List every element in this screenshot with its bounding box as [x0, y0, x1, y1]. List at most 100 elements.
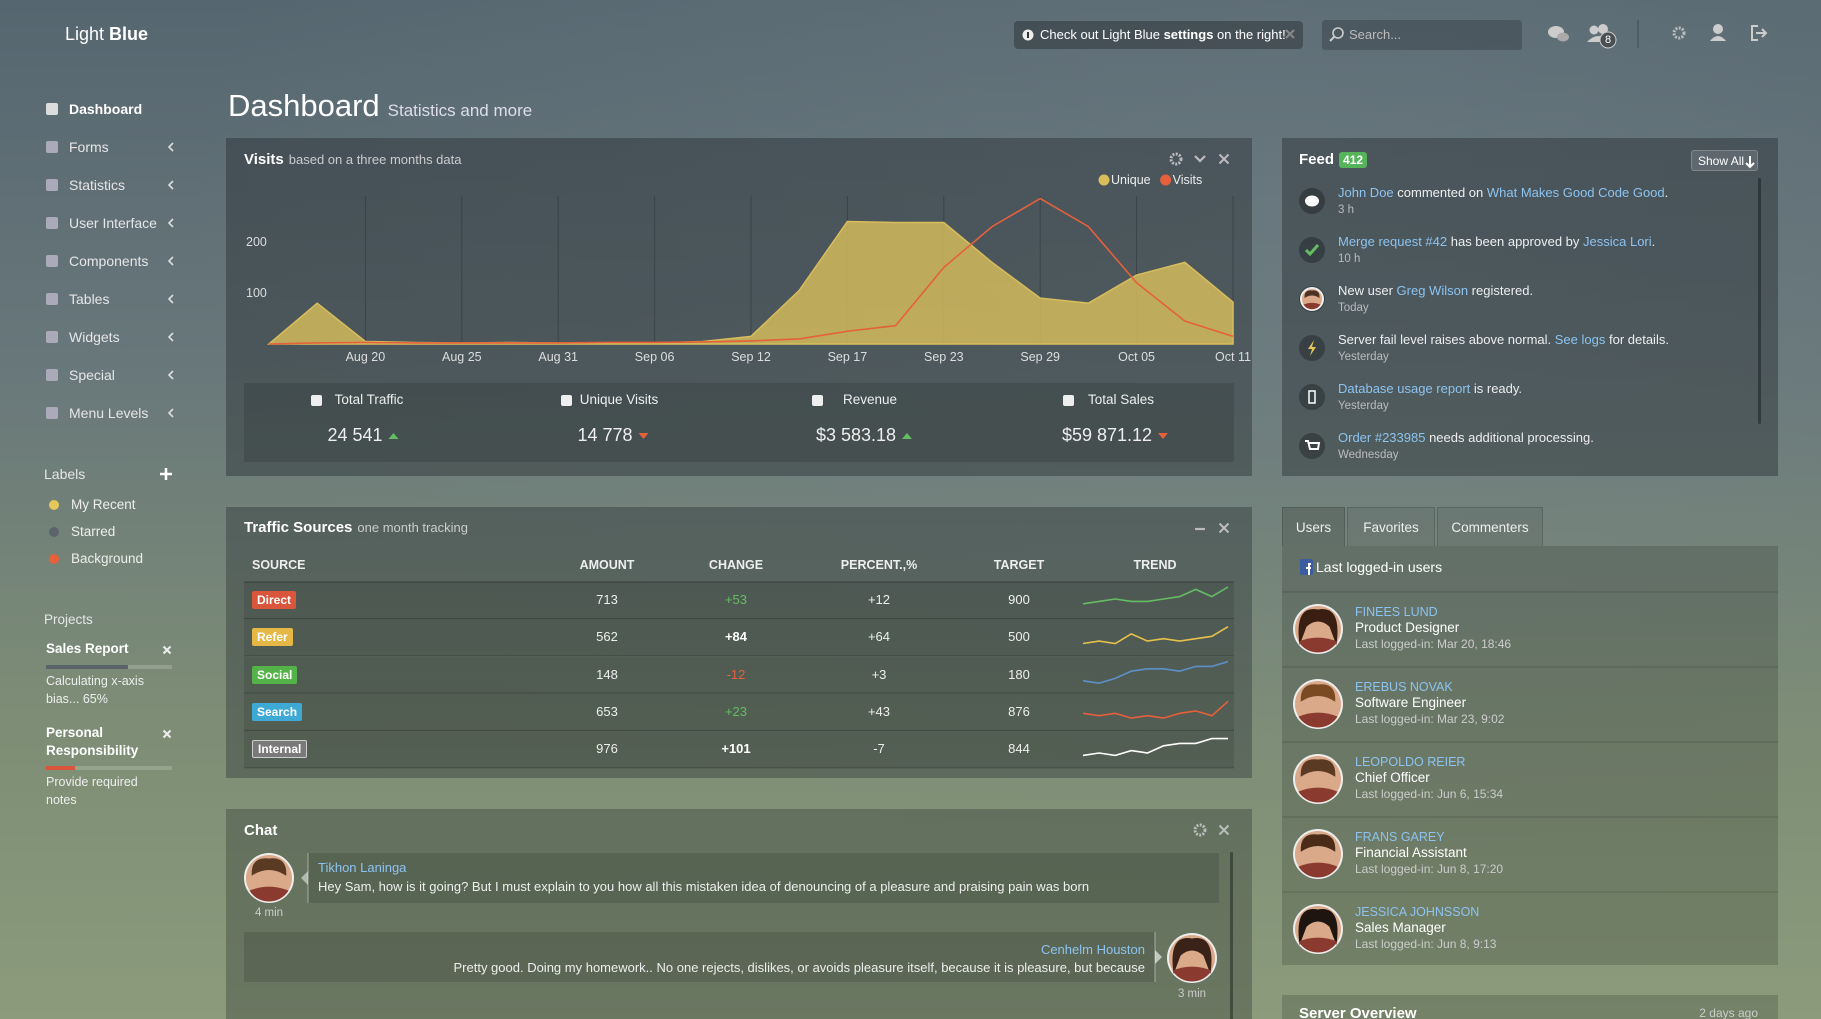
stat-icon: [311, 395, 322, 406]
stat-value: 14 778: [577, 425, 633, 445]
percent-cell: +3: [871, 666, 887, 682]
x-tick-label: Sep 06: [634, 350, 675, 364]
label-dot: [49, 554, 59, 564]
stat-value: 24 541: [327, 425, 383, 445]
nav-item[interactable]: Menu Levels: [69, 405, 149, 421]
chat-name[interactable]: Tikhon Laninga: [318, 860, 407, 875]
progress-bar: [46, 766, 75, 770]
stat-label: Revenue: [842, 392, 898, 407]
trend-arrow-shape: [1158, 432, 1169, 439]
feed-link[interactable]: Jessica Lori: [1583, 234, 1652, 249]
project-name[interactable]: Personal Responsibility: [46, 725, 139, 758]
user-name[interactable]: LEOPOLDO REIER: [1355, 755, 1466, 769]
chat-bubble: [308, 853, 1219, 903]
server-panel: [1282, 995, 1778, 1019]
user-last-login: Last logged-in: Mar 20, 18:46: [1355, 637, 1512, 651]
nav-item[interactable]: Statistics: [69, 177, 126, 193]
nav-item[interactable]: Components: [69, 253, 149, 269]
server-time: 2 days ago: [1699, 1006, 1758, 1019]
feed-link[interactable]: What Makes Good Code Good: [1486, 185, 1665, 200]
legend-label: Visits: [1172, 173, 1203, 187]
user-last-login: Last logged-in: Jun 8, 17:20: [1355, 862, 1504, 876]
show-all-button[interactable]: Show All: [1691, 150, 1758, 171]
page-title-text: Dashboard: [228, 88, 380, 123]
user-name[interactable]: FINEES LUND: [1355, 605, 1438, 619]
avatar-shirt: [1298, 862, 1338, 878]
tab[interactable]: Users: [1282, 507, 1345, 546]
chat-name[interactable]: Cenhelm Houston: [1040, 942, 1145, 957]
chat-bubble-pointer: [301, 871, 308, 885]
feed-link[interactable]: Merge request #42: [1338, 234, 1448, 249]
feed-text: Merge request #42 has been approved by J…: [1338, 232, 1655, 252]
target-cell: 180: [1008, 666, 1030, 682]
feed-text: Order #233985 needs additional processin…: [1338, 428, 1594, 448]
x-tick-label: Aug 20: [345, 350, 386, 364]
label-item[interactable]: Background: [71, 551, 144, 566]
users-icon: [1589, 25, 1599, 35]
avatar-shirt: [1298, 937, 1338, 953]
nav-item[interactable]: User Interface: [69, 215, 157, 231]
change-cell: +101: [721, 741, 751, 757]
feed-link[interactable]: Order #233985: [1338, 430, 1426, 445]
feed-link[interactable]: Database usage report: [1338, 381, 1471, 396]
project-name[interactable]: Sales Report: [46, 641, 129, 656]
feed-icon: [1304, 244, 1320, 257]
info-icon-mark: [1027, 32, 1029, 38]
chat-text: Pretty good. Doing my homework.. No one …: [453, 960, 1145, 975]
table-header: TREND: [1133, 558, 1177, 572]
feed-icon: [1308, 340, 1316, 356]
stat-value-row: $3 583.18: [816, 425, 913, 446]
progress-track: [46, 766, 172, 770]
nav-item[interactable]: Widgets: [69, 329, 120, 345]
search-box: [1322, 20, 1522, 50]
feed-icon: [1305, 195, 1319, 207]
feed-link[interactable]: John Doe: [1338, 185, 1394, 200]
avatar-shirt: [1172, 966, 1212, 982]
feed-link[interactable]: Greg Wilson: [1396, 283, 1469, 298]
user-last-login: Last logged-in: Jun 8, 9:13: [1355, 937, 1497, 951]
nav-item[interactable]: Dashboard: [69, 101, 143, 117]
target-cell: 844: [1008, 741, 1030, 757]
source-tag: Internal: [252, 740, 308, 759]
tab[interactable]: Commenters: [1437, 507, 1543, 546]
nav-item[interactable]: Forms: [69, 139, 109, 155]
amount-cell: 653: [596, 703, 618, 719]
feed-link[interactable]: See logs: [1554, 332, 1606, 347]
nav-item[interactable]: Special: [69, 367, 115, 383]
nav-item[interactable]: Tables: [69, 291, 110, 307]
avatar-shirt: [1298, 637, 1338, 653]
feed-header: Feed 412: [1299, 150, 1368, 170]
chat-text: Hey Sam, how is it going? But I must exp…: [318, 879, 1090, 894]
x-tick-label: Oct 11: [1215, 350, 1251, 364]
table-header: SOURCE: [252, 558, 306, 572]
avatar-shirt: [1298, 787, 1338, 803]
feed-icon: [1305, 440, 1321, 450]
user-name[interactable]: JESSICA JOHNSSON: [1355, 905, 1480, 919]
users-panel: [1282, 546, 1778, 965]
chat-panel: [226, 809, 1252, 1019]
chat-bubble-pointer: [1155, 950, 1162, 964]
label-item[interactable]: Starred: [71, 524, 116, 539]
search-input[interactable]: Search...: [1349, 27, 1402, 42]
feed-time: 3 h: [1338, 204, 1354, 216]
y-tick-label: 200: [246, 234, 267, 249]
avatar-hair: [1300, 834, 1336, 852]
user-name[interactable]: EREBUS NOVAK: [1355, 680, 1453, 694]
close-icon: [1285, 29, 1295, 39]
nav-chevron: [167, 332, 174, 342]
close-icon: [1218, 153, 1230, 165]
tab[interactable]: Favorites: [1347, 507, 1435, 546]
close-icon: [1218, 522, 1230, 534]
show-all-arrow: [1745, 156, 1755, 169]
label-item[interactable]: My Recent: [71, 497, 136, 512]
user-role: Software Engineer: [1355, 695, 1467, 710]
feed-text-part: New user: [1338, 283, 1397, 298]
change-cell: +23: [724, 703, 748, 719]
add-label-icon: [160, 468, 172, 480]
user-name[interactable]: FRANS GAREY: [1355, 830, 1445, 844]
close-icon: [162, 729, 172, 739]
server-title: Server Overview: [1299, 1005, 1417, 1019]
avatar-shirt: [249, 886, 289, 902]
notice: Check out Light Blue settings on the rig…: [1040, 25, 1286, 45]
